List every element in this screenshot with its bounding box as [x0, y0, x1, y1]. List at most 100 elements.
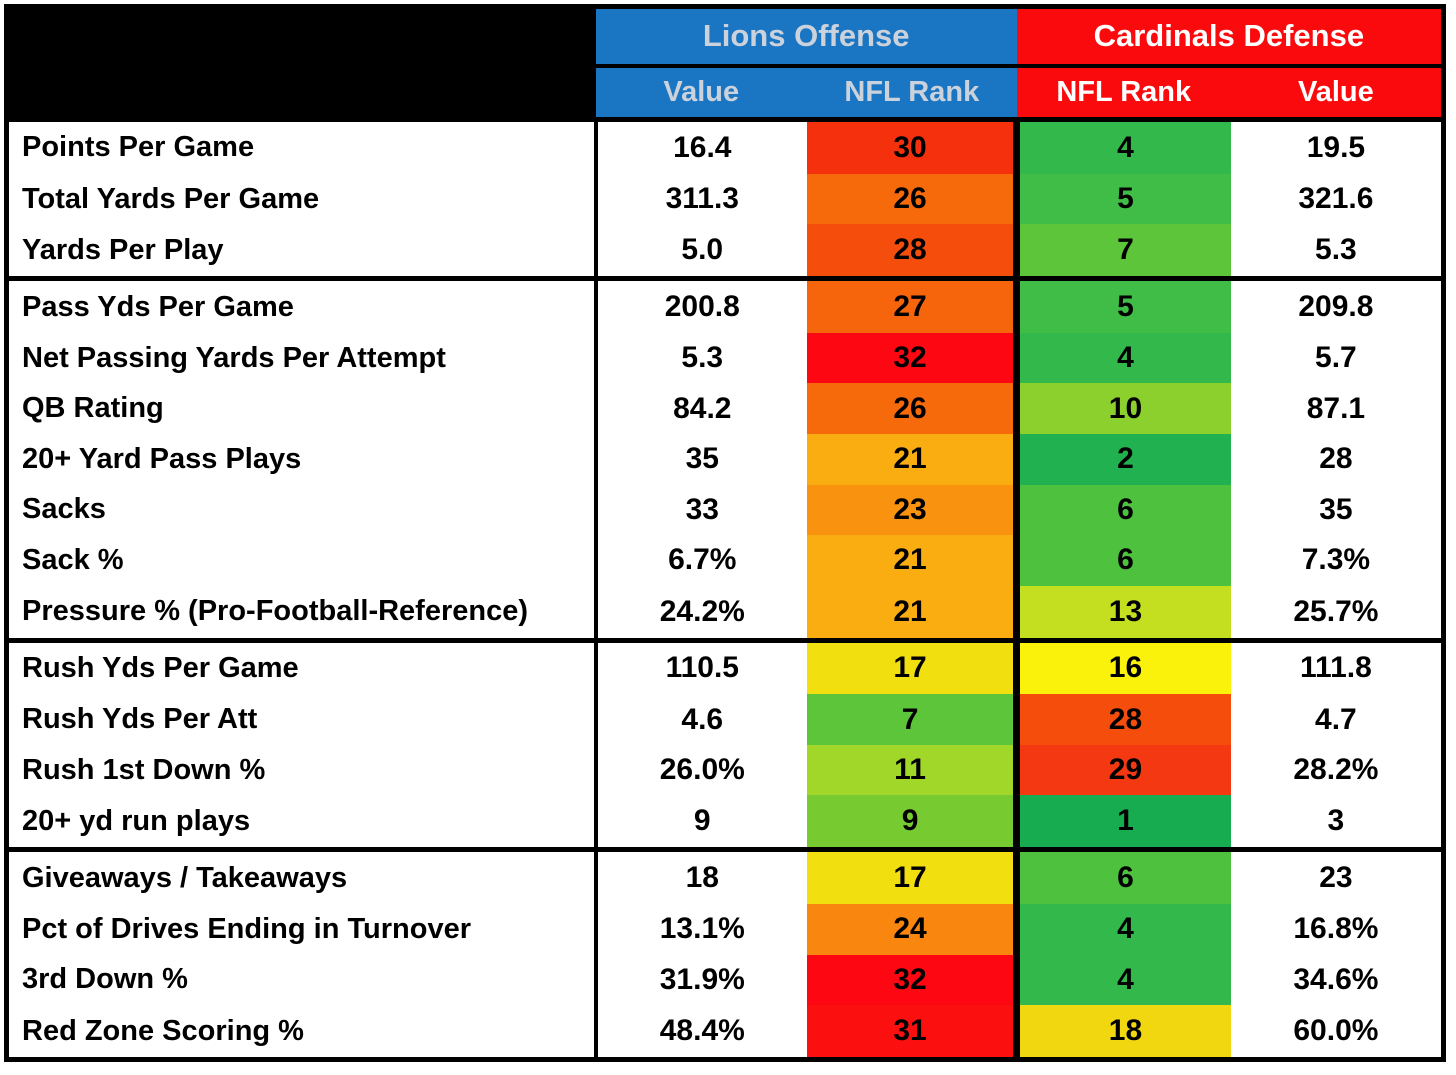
cardinals-value-cell: 5.3 [1230, 224, 1444, 279]
cardinals-value-cell: 321.6 [1230, 173, 1444, 225]
lions-rank-cell: 30 [806, 116, 1017, 174]
lions-rank-cell: 32 [806, 332, 1017, 384]
cardinals-value-cell: 209.8 [1230, 276, 1444, 333]
stat-label: Total Yards Per Game [6, 173, 598, 225]
stat-label: Sacks [6, 484, 598, 536]
stat-section: Points Per Game 16.4 30 4 19.5 Total Yards Pe… [6, 116, 1444, 279]
lions-value-cell: 84.2 [595, 383, 807, 435]
stat-label: Yards Per Play [6, 224, 598, 279]
lions-value-cell: 16.4 [595, 116, 807, 174]
cardinals-value-cell: 35 [1230, 484, 1444, 536]
lions-value-cell: 31.9% [595, 954, 807, 1006]
stat-section: Rush Yds Per Game 110.5 17 16 111.8 Rush Yds … [6, 637, 1444, 850]
table-row: Net Passing Yards Per Attempt 5.3 32 4 5.7 [6, 332, 1444, 384]
table-row: Total Yards Per Game 311.3 26 5 321.6 [6, 173, 1444, 225]
cardinals-value-cell: 7.3% [1230, 535, 1444, 586]
lions-rank-cell: 21 [806, 434, 1017, 485]
cardinals-rank-cell: 18 [1013, 1005, 1231, 1060]
lions-value-cell: 9 [595, 795, 807, 850]
lions-value-cell: 24.2% [595, 585, 807, 641]
lions-value-cell: 5.3 [595, 332, 807, 384]
stat-label: Rush Yds Per Game [6, 637, 598, 695]
cardinals-defense-header: Cardinals Defense [1016, 6, 1444, 68]
lions-nfl-rank-column-header: NFL Rank [806, 65, 1017, 122]
cardinals-nfl-rank-column-header: NFL Rank [1016, 65, 1231, 122]
table-row: 20+ Yard Pass Plays 35 21 2 28 [6, 434, 1444, 485]
lions-value-cell: 18 [595, 847, 807, 905]
stat-label: Sack % [6, 535, 598, 586]
lions-value-cell: 6.7% [595, 535, 807, 586]
table-row: Rush Yds Per Att 4.6 7 28 4.7 [6, 694, 1444, 745]
lions-rank-cell: 9 [806, 795, 1017, 850]
cardinals-value-cell: 4.7 [1230, 694, 1444, 745]
cardinals-value-cell: 3 [1230, 795, 1444, 850]
cardinals-rank-cell: 10 [1013, 383, 1231, 435]
cardinals-rank-cell: 7 [1013, 224, 1231, 279]
table-row: 20+ yd run plays 9 9 1 3 [6, 795, 1444, 850]
stat-label: 20+ yd run plays [6, 795, 598, 850]
cardinals-value-cell: 5.7 [1230, 332, 1444, 384]
lions-value-cell: 33 [595, 484, 807, 536]
cardinals-rank-cell: 5 [1013, 276, 1231, 333]
cardinals-value-cell: 25.7% [1230, 585, 1444, 641]
table-row: Rush 1st Down % 26.0% 11 29 28.2% [6, 744, 1444, 796]
cardinals-rank-cell: 6 [1013, 847, 1231, 905]
lions-value-cell: 110.5 [595, 637, 807, 695]
cardinals-value-cell: 23 [1230, 847, 1444, 905]
lions-rank-cell: 24 [806, 904, 1017, 955]
stat-label: Giveaways / Takeaways [6, 847, 598, 905]
cardinals-rank-cell: 6 [1013, 484, 1231, 536]
cardinals-value-cell: 28.2% [1230, 744, 1444, 796]
lions-value-cell: 4.6 [595, 694, 807, 745]
cardinals-rank-cell: 6 [1013, 535, 1231, 586]
lions-rank-cell: 26 [806, 173, 1017, 225]
stats-table: Lions Offense Cardinals Defense Value NF… [4, 4, 1446, 1062]
cardinals-rank-cell: 13 [1013, 585, 1231, 641]
corner-cell [6, 6, 596, 122]
lions-rank-cell: 32 [806, 954, 1017, 1006]
table-row: Giveaways / Takeaways 18 17 6 23 [6, 847, 1444, 905]
stat-section: Pass Yds Per Game 200.8 27 5 209.8 Net Passin… [6, 276, 1444, 641]
stat-label: Points Per Game [6, 116, 598, 174]
cardinals-rank-cell: 1 [1013, 795, 1231, 850]
lions-value-cell: 5.0 [595, 224, 807, 279]
lions-rank-cell: 21 [806, 585, 1017, 641]
stat-label: Pressure % (Pro-Football-Reference) [6, 585, 598, 641]
cardinals-rank-cell: 16 [1013, 637, 1231, 695]
lions-rank-cell: 26 [806, 383, 1017, 435]
stat-section: Giveaways / Takeaways 18 17 6 23 Pct of Drive… [6, 847, 1444, 1060]
cardinals-value-cell: 34.6% [1230, 954, 1444, 1006]
cardinals-rank-cell: 5 [1013, 173, 1231, 225]
cardinals-value-cell: 87.1 [1230, 383, 1444, 435]
stat-label: Rush Yds Per Att [6, 694, 598, 745]
cardinals-value-column-header: Value [1230, 65, 1444, 122]
stat-label: 20+ Yard Pass Plays [6, 434, 598, 485]
lions-value-cell: 200.8 [595, 276, 807, 333]
stat-label: Net Passing Yards Per Attempt [6, 332, 598, 384]
cardinals-value-cell: 19.5 [1230, 116, 1444, 174]
lions-rank-cell: 17 [806, 847, 1017, 905]
cardinals-rank-cell: 4 [1013, 116, 1231, 174]
stat-label: Red Zone Scoring % [6, 1005, 598, 1060]
cardinals-rank-cell: 28 [1013, 694, 1231, 745]
lions-value-column-header: Value [595, 65, 807, 122]
table-row: 3rd Down % 31.9% 32 4 34.6% [6, 954, 1444, 1006]
stat-label: Pass Yds Per Game [6, 276, 598, 333]
cardinals-rank-cell: 2 [1013, 434, 1231, 485]
stat-label: QB Rating [6, 383, 598, 435]
stat-label: 3rd Down % [6, 954, 598, 1006]
stat-label: Pct of Drives Ending in Turnover [6, 904, 598, 955]
table-row: QB Rating 84.2 26 10 87.1 [6, 383, 1444, 435]
lions-rank-cell: 31 [806, 1005, 1017, 1060]
lions-rank-cell: 27 [806, 276, 1017, 333]
table-row: Sack % 6.7% 21 6 7.3% [6, 535, 1444, 586]
lions-rank-cell: 11 [806, 744, 1017, 796]
table-row: Pct of Drives Ending in Turnover 13.1% 24 4… [6, 904, 1444, 955]
cardinals-rank-cell: 29 [1013, 744, 1231, 796]
lions-value-cell: 35 [595, 434, 807, 485]
stat-label: Rush 1st Down % [6, 744, 598, 796]
table-row: Sacks 33 23 6 35 [6, 484, 1444, 536]
lions-offense-header: Lions Offense [595, 6, 1017, 68]
cardinals-rank-cell: 4 [1013, 332, 1231, 384]
